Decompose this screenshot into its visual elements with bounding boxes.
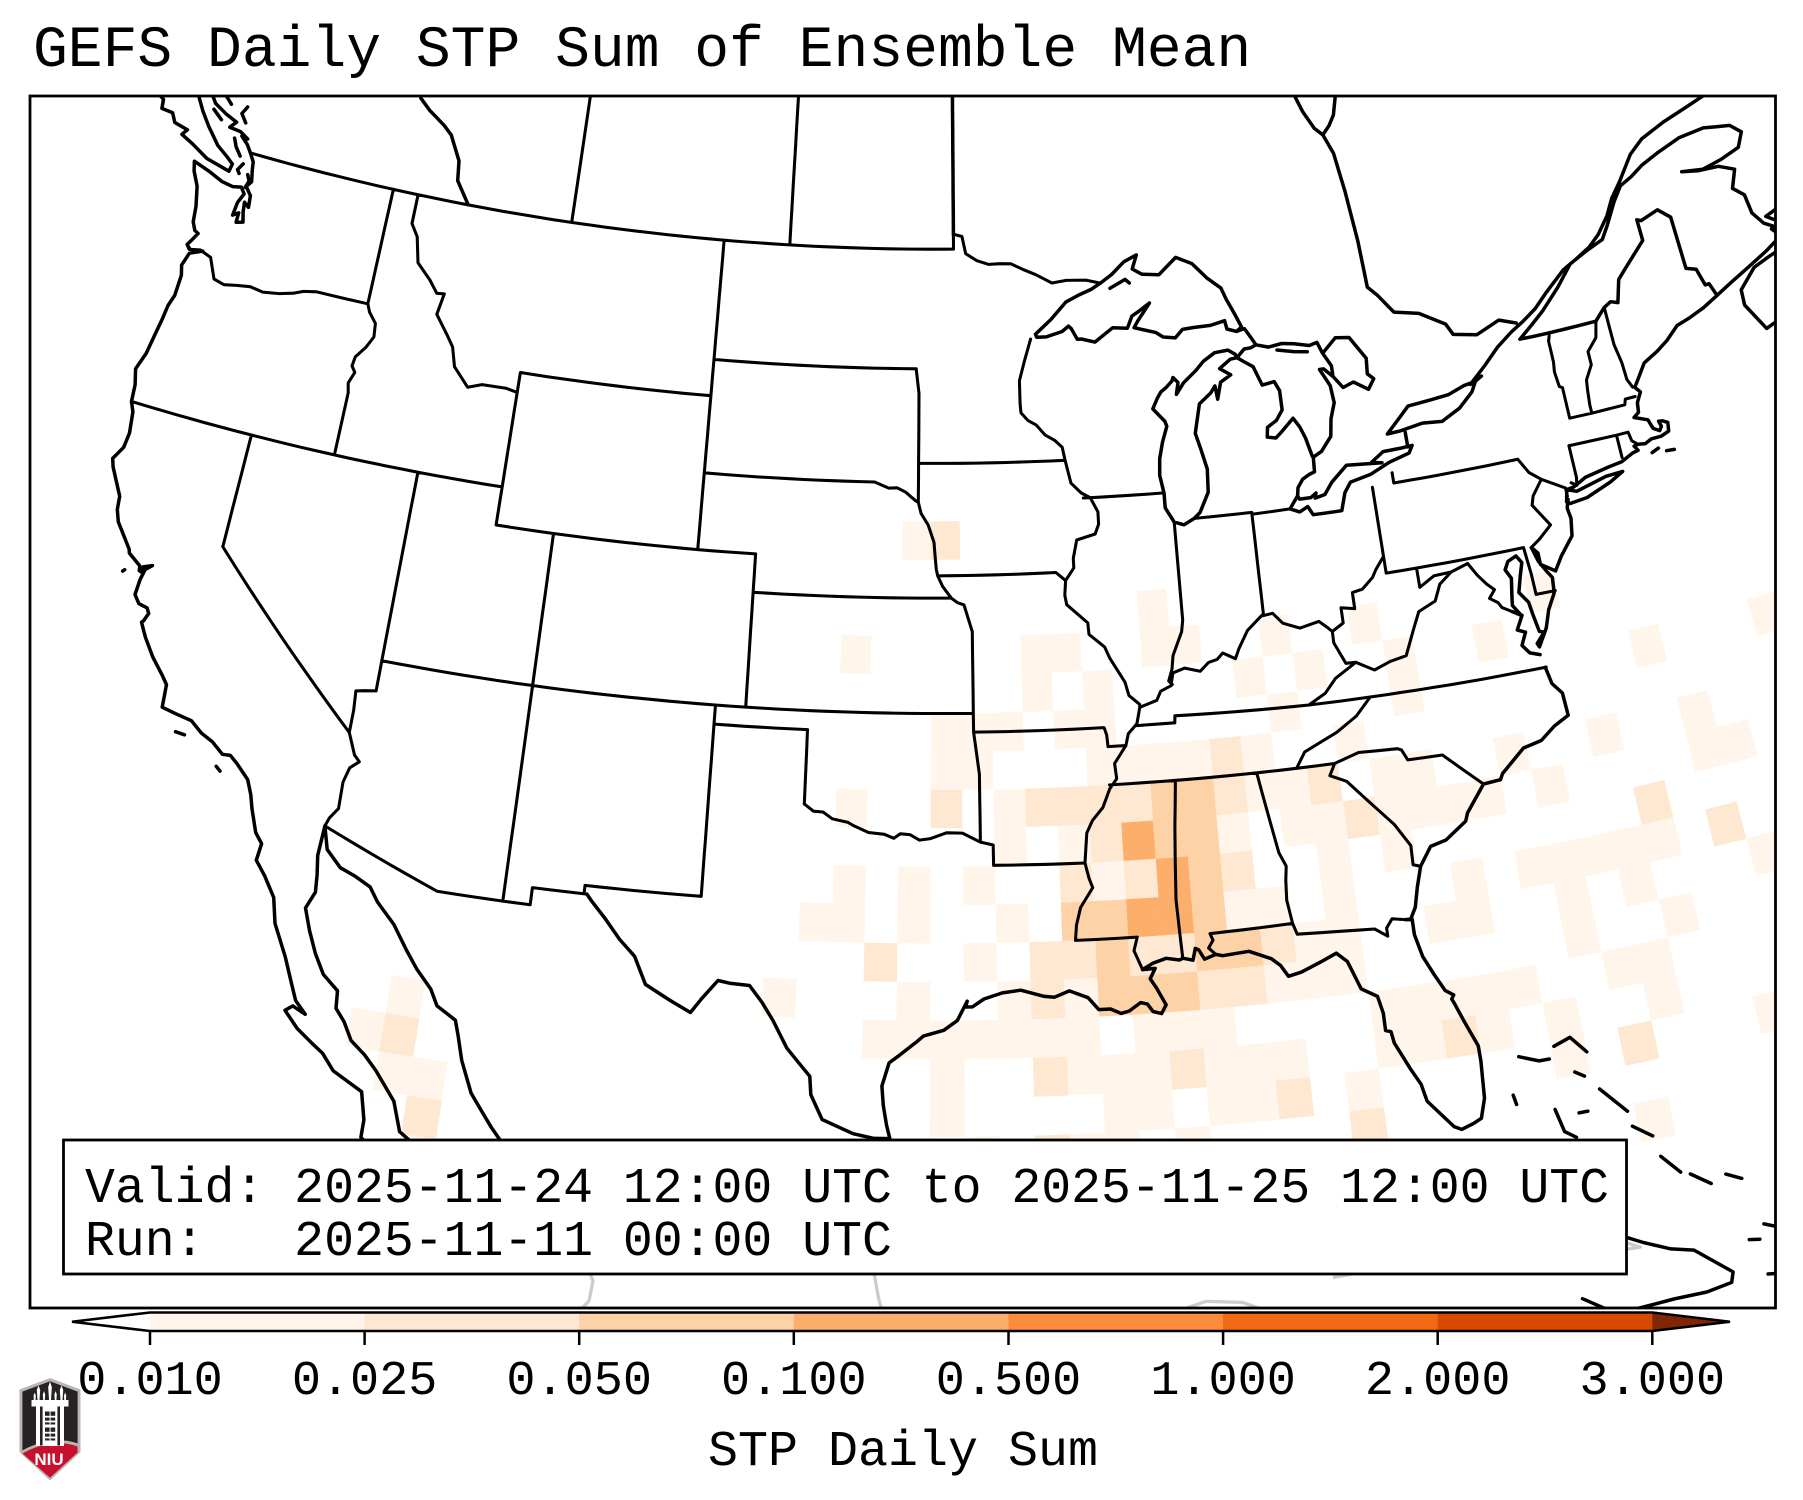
svg-text:0.500: 0.500 xyxy=(936,1354,1082,1409)
svg-text:Valid: 2025-11-24 12:00 UTC to: Valid: 2025-11-24 12:00 UTC to 2025-11-2… xyxy=(85,1161,1609,1217)
svg-text:1.000: 1.000 xyxy=(1150,1354,1296,1409)
svg-text:0.100: 0.100 xyxy=(721,1354,867,1409)
svg-text:3.000: 3.000 xyxy=(1580,1354,1726,1409)
svg-text:2.000: 2.000 xyxy=(1365,1354,1511,1409)
svg-text:STP Daily Sum: STP Daily Sum xyxy=(708,1424,1098,1481)
svg-text:0.025: 0.025 xyxy=(292,1354,438,1409)
svg-text:NIU: NIU xyxy=(34,1450,63,1469)
svg-text:GEFS Daily STP Sum of Ensemble: GEFS Daily STP Sum of Ensemble Mean xyxy=(33,19,1251,84)
svg-text:Run: 2025-11-11 00:00 UTC: Run: 2025-11-11 00:00 UTC xyxy=(85,1214,892,1270)
svg-text:0.010: 0.010 xyxy=(77,1354,223,1409)
svg-text:0.050: 0.050 xyxy=(506,1354,652,1409)
